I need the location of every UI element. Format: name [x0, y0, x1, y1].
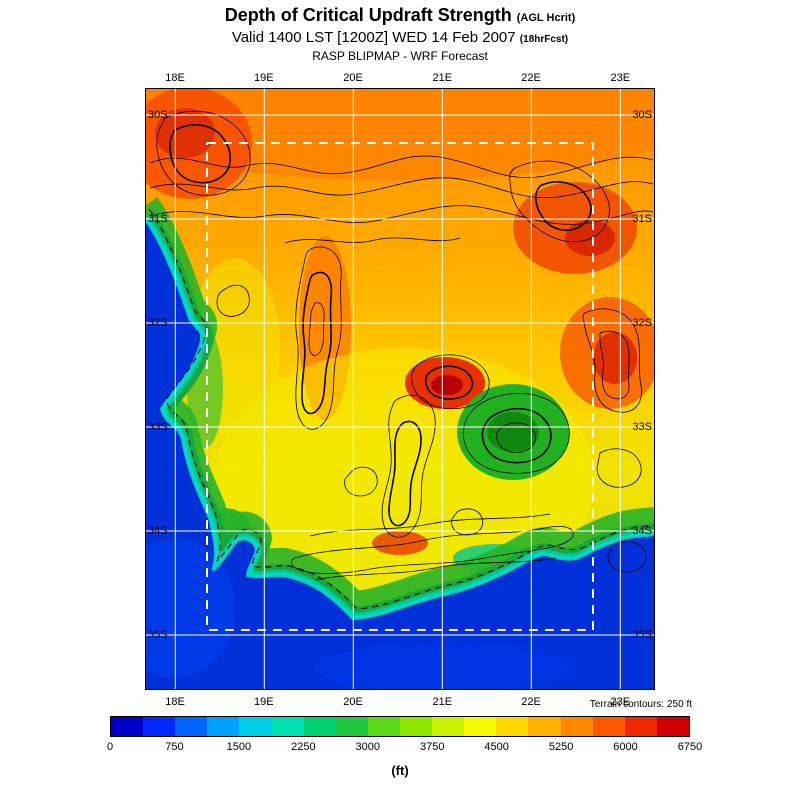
- title-suffix: (AGL Hcrit): [516, 12, 576, 24]
- colorbar-cell: [143, 717, 176, 736]
- lon-label-bottom: 18E: [165, 696, 185, 708]
- lat-label-left: 32S: [148, 316, 168, 329]
- colorbar-tick-label: 1500: [226, 741, 252, 753]
- colorbar-cell: [464, 717, 497, 736]
- colorbar-cell: [496, 717, 529, 736]
- lat-label-right: 30S: [632, 109, 652, 122]
- lat-label-right: 33S: [632, 420, 652, 433]
- colorbar-cell: [335, 717, 368, 736]
- lat-label-left: 34S: [148, 525, 168, 538]
- colorbar-cell: [624, 717, 657, 736]
- title-text: Depth of Critical Updraft Strength: [224, 5, 512, 25]
- colorbar-cell: [303, 717, 336, 736]
- colorbar-tick-label: 750: [165, 741, 184, 753]
- lat-label-left: 30S: [148, 109, 168, 122]
- header: Depth of Critical Updraft Strength (AGL …: [0, 5, 800, 63]
- colorbar-cell: [271, 717, 304, 736]
- lat-label-right: 32S: [632, 316, 652, 329]
- lon-label-bottom: 20E: [343, 696, 363, 708]
- lon-label-bottom: 21E: [432, 696, 453, 708]
- lon-label-bottom: 23E: [610, 696, 631, 708]
- lon-label-top: 22E: [521, 72, 541, 84]
- page-title: Depth of Critical Updraft Strength (AGL …: [0, 5, 800, 26]
- lat-label-right: 35S: [632, 629, 652, 642]
- lat-label-left: 31S: [148, 213, 168, 226]
- colorbar-tick-label: 2250: [291, 741, 316, 753]
- colorbar: [110, 716, 690, 737]
- lon-label-top: 19E: [254, 72, 274, 84]
- colorbar-cell: [239, 717, 272, 736]
- colorbar-tick-label: 3750: [419, 741, 445, 753]
- colorbar-tick-label: 5250: [548, 741, 574, 753]
- forecast-hour: (18hrFcst): [519, 34, 569, 45]
- lat-label-right: 34S: [632, 525, 652, 538]
- shoreline: [145, 216, 655, 621]
- ocean: [145, 218, 655, 690]
- domain-boundary-box: [206, 142, 594, 631]
- lon-label-top: 23E: [610, 72, 631, 84]
- colorbar-cell: [592, 717, 625, 736]
- colorbar-tick-label: 0: [106, 741, 114, 753]
- map-plot: [145, 88, 655, 690]
- ocean-shading: [145, 538, 575, 690]
- colorbar-cell: [207, 717, 240, 736]
- colorbar-cell: [528, 717, 561, 736]
- colorbar-cell: [432, 717, 465, 736]
- map-frame: [145, 88, 655, 690]
- colorbar-cell: [399, 717, 433, 736]
- lat-label-left: 33S: [148, 420, 168, 433]
- terrain-note: Terrain contours: 250 ft: [589, 699, 692, 710]
- colorbar-cell: [367, 717, 400, 736]
- lon-label-top: 21E: [432, 72, 453, 84]
- colorbar-cell: [560, 717, 593, 736]
- lon-label-top: 18E: [165, 72, 185, 84]
- lon-label-top: 20E: [343, 72, 363, 84]
- colorbar-cell: [175, 717, 208, 736]
- colorbar-cell: [111, 717, 144, 736]
- lat-label-left: 35S: [148, 629, 168, 642]
- model-line: RASP BLIPMAP - WRF Forecast: [312, 49, 488, 63]
- terrain-contours: [148, 110, 655, 610]
- graticule: [145, 88, 655, 690]
- map-area: 18E 18E 19E 19E 20E 20E 21E 21E 22E 22E 23E 23E 30S 3…: [145, 72, 655, 708]
- colorbar-labels: 0 750 1500 2250 3000 3750 4500 5250 6000 6750: [106, 741, 702, 755]
- colorbar-tick-label: 3000: [355, 741, 381, 753]
- valid-line: Valid 1400 LST [1200Z] WED 14 Feb 2007 (…: [0, 29, 800, 46]
- colorbar-unit: (ft): [391, 763, 409, 778]
- colorbar-tick-label: 4500: [484, 741, 509, 753]
- lat-label-right: 31S: [632, 213, 652, 226]
- zero-contour-dashed: [148, 208, 655, 610]
- colorbar-tick-label: 6000: [613, 741, 638, 753]
- valid-text: Valid 1400 LST [1200Z] WED 14 Feb 2007: [231, 29, 516, 46]
- colorbar-tick-label: 6750: [677, 741, 703, 753]
- colorbar-cell: [656, 717, 689, 736]
- lon-label-bottom: 19E: [254, 696, 274, 708]
- lon-label-bottom: 22E: [521, 696, 541, 708]
